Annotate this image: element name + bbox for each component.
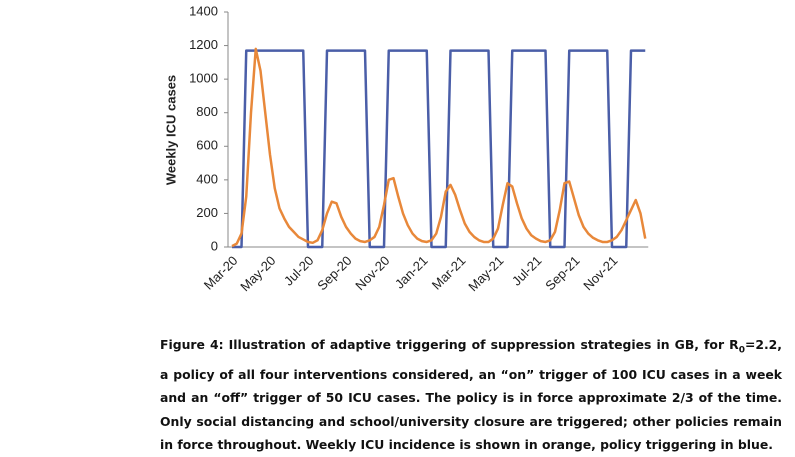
y-tick-label: 1400: [189, 3, 218, 18]
x-tick-label: Sep-21: [542, 253, 582, 293]
x-tick-label: May-21: [465, 253, 506, 294]
y-tick-label: 1200: [189, 37, 218, 52]
caption-subscript: 0: [738, 345, 745, 356]
y-axis-label: Weekly ICU cases: [163, 75, 178, 185]
series-line: [232, 49, 646, 249]
y-tick-label: 400: [196, 171, 218, 186]
y-tick-label: 1000: [189, 71, 218, 86]
y-tick-label: 800: [196, 104, 218, 119]
x-tick-label: Jul-20: [281, 253, 317, 289]
series-line: [231, 47, 647, 248]
x-tick-label: Nov-21: [580, 253, 620, 293]
y-tick-label: 0: [211, 238, 218, 253]
chart: Weekly ICU cases 0 200 400 600 800 1000 1200 14…: [163, 3, 649, 294]
caption: Figure 4: Illustration of adaptive trigg…: [160, 333, 782, 457]
x-tick-label: Jul-21: [509, 253, 545, 289]
y-tick-label: 600: [196, 138, 218, 153]
x-tick-label: Nov-20: [352, 253, 392, 293]
caption-text: =2.2, a policy of all four interventions…: [160, 337, 782, 453]
x-tick-label: Jan-21: [392, 253, 431, 292]
x-tick-label: Mar-20: [201, 253, 241, 293]
caption-text: Figure 4: Illustration of adaptive trigg…: [160, 337, 739, 352]
y-tick-label: 200: [196, 205, 218, 220]
x-tick-label: Mar-21: [429, 253, 469, 293]
x-tick-label: Sep-20: [314, 253, 354, 293]
x-tick-label: May-20: [237, 253, 278, 294]
